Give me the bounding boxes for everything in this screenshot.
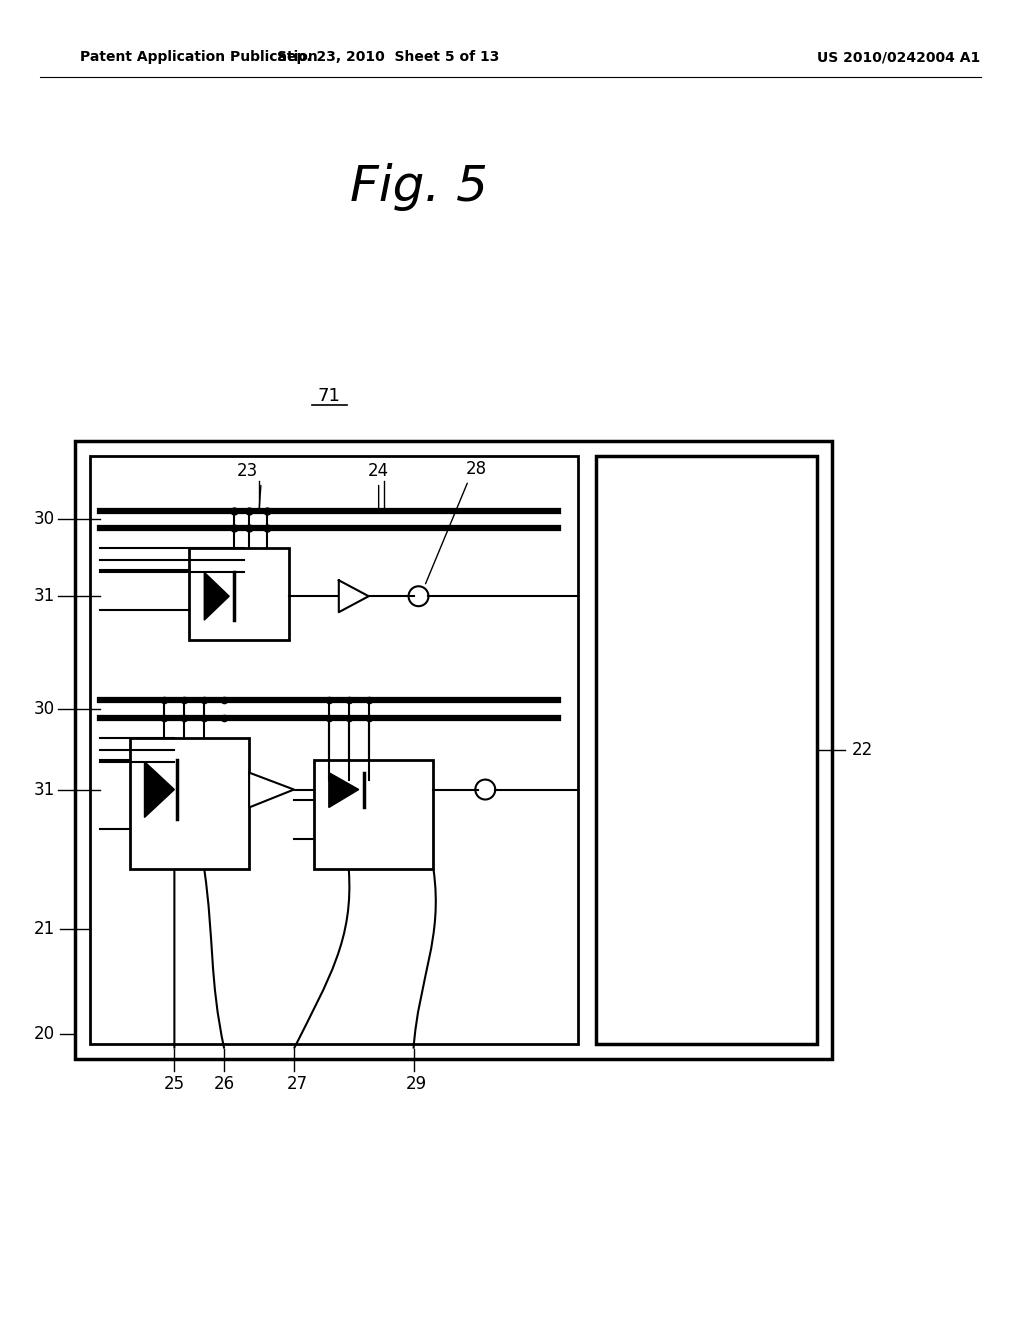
Text: 26: 26 xyxy=(214,1074,234,1093)
Polygon shape xyxy=(339,581,369,612)
Polygon shape xyxy=(144,762,174,817)
Text: 24: 24 xyxy=(368,462,389,479)
Text: 71: 71 xyxy=(317,387,340,405)
Text: 28: 28 xyxy=(466,459,486,478)
Text: Patent Application Publication: Patent Application Publication xyxy=(80,50,317,65)
Text: 20: 20 xyxy=(34,1024,55,1043)
Polygon shape xyxy=(249,772,294,808)
Bar xyxy=(130,738,249,870)
Bar xyxy=(189,548,289,640)
Bar xyxy=(596,455,817,1044)
Text: 29: 29 xyxy=(406,1074,427,1093)
Text: Fig. 5: Fig. 5 xyxy=(349,162,487,211)
Text: 21: 21 xyxy=(34,920,55,939)
Text: 30: 30 xyxy=(34,700,55,718)
Text: US 2010/0242004 A1: US 2010/0242004 A1 xyxy=(817,50,980,65)
Text: 27: 27 xyxy=(287,1074,307,1093)
Text: 31: 31 xyxy=(34,780,55,799)
Text: 31: 31 xyxy=(34,587,55,606)
Text: 25: 25 xyxy=(164,1074,185,1093)
Text: 30: 30 xyxy=(34,511,55,528)
Polygon shape xyxy=(329,772,358,808)
Text: 23: 23 xyxy=(237,462,258,479)
Text: 22: 22 xyxy=(852,741,873,759)
Bar xyxy=(75,441,833,1059)
Bar xyxy=(90,455,578,1044)
Polygon shape xyxy=(204,573,229,620)
Text: Sep. 23, 2010  Sheet 5 of 13: Sep. 23, 2010 Sheet 5 of 13 xyxy=(278,50,500,65)
Bar xyxy=(314,759,433,870)
